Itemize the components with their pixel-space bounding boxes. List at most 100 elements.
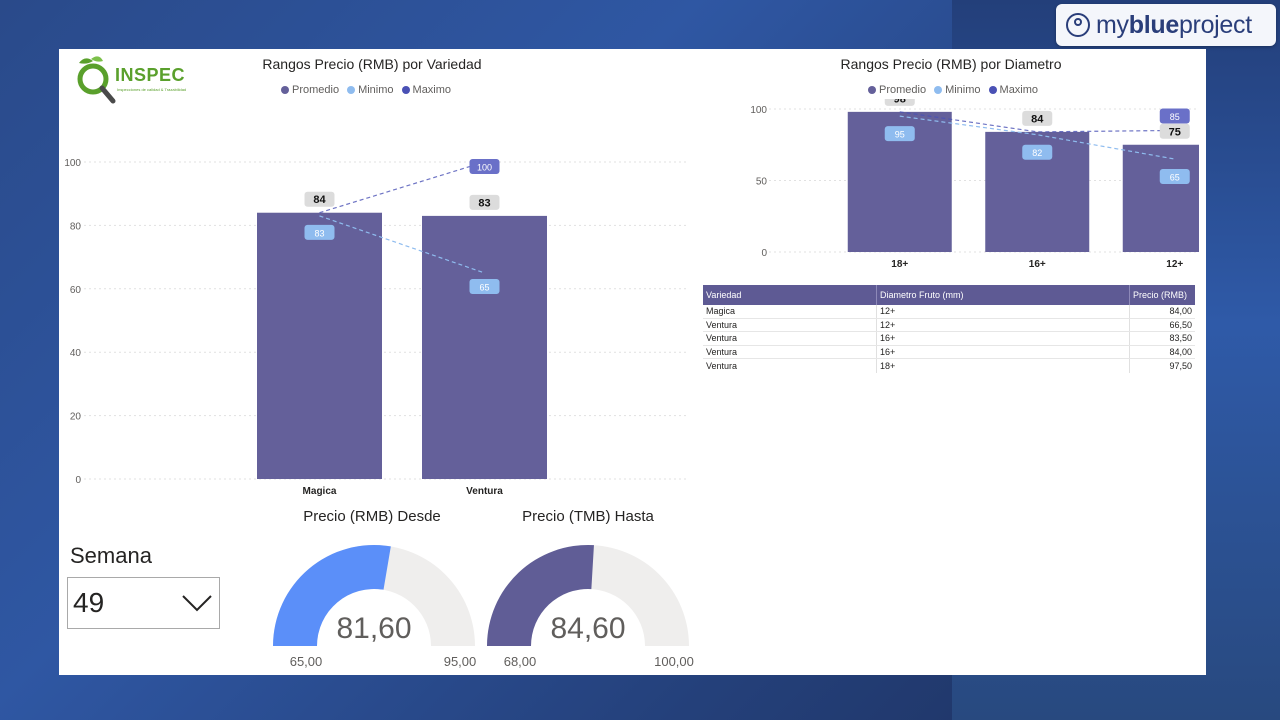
y-tick-label: 40: [70, 348, 82, 359]
series-line-minimo: [319, 215, 485, 274]
data-label-minimo-bg: [469, 278, 500, 294]
chart-variedad[interactable]: 0 20 40 60 80 100 Magica Ventura 84 83 83 65 100: [59, 99, 699, 504]
logo-name: INSPEC: [115, 65, 186, 85]
cell-diametro: 16+: [877, 332, 1130, 345]
legend-minimo[interactable]: Minimo: [347, 84, 394, 96]
data-label-promedio-bg: [469, 194, 500, 210]
cell-precio: 83,50: [1169, 333, 1192, 344]
report-canvas: INSPEC Inspecciones de calidad & Trazabi…: [59, 49, 1206, 675]
semana-label: Semana: [70, 543, 152, 568]
data-label-promedio: 84: [1031, 113, 1044, 125]
bar-promedio: [1122, 144, 1199, 252]
data-label-minimo: 95: [895, 130, 905, 140]
legend-maximo[interactable]: Maximo: [988, 84, 1038, 96]
y-tick-label: 100: [64, 158, 81, 169]
data-label-minimo-bg: [1159, 169, 1190, 185]
precio-table: Variedad Diametro Fruto (mm) Precio (RMB…: [703, 285, 1195, 373]
cell-diametro: 12+: [877, 318, 1130, 331]
brand-logo: myblueproject: [1056, 4, 1276, 46]
chart-diametro-title: Rangos Precio (RMB) por Diametro: [840, 56, 1062, 72]
blueberry-icon: [1066, 13, 1090, 37]
data-label-promedio-bg: [304, 191, 335, 207]
x-tick-label: Ventura: [466, 486, 503, 497]
cell-diametro: 12+: [877, 305, 1130, 318]
data-label-minimo-bg: [304, 224, 335, 240]
data-label-promedio-bg: [1022, 110, 1053, 126]
semana-value: 49: [73, 587, 105, 618]
logo-tagline: Inspecciones de calidad & Trazabilidad: [117, 87, 187, 92]
semana-dropdown[interactable]: 49: [67, 577, 220, 629]
gauge-hasta[interactable]: 84,60 68,00 100,00: [478, 539, 698, 669]
header-diametro[interactable]: Diametro Fruto (mm): [877, 285, 1130, 305]
gauge-desde-title: Precio (RMB) Desde: [303, 508, 441, 525]
y-tick-label: 60: [70, 285, 82, 296]
x-tick-label: 16+: [1029, 259, 1046, 270]
data-label-promedio: 84: [313, 194, 326, 206]
table-row: Ventura 12+ 66,50: [703, 318, 1195, 332]
bar-promedio: [422, 215, 547, 479]
header-precio[interactable]: Precio (RMB): [1133, 290, 1188, 300]
gauge-value: 81,60: [336, 612, 411, 645]
data-label-promedio-bg: [1159, 123, 1190, 139]
y-tick-label: 0: [75, 475, 81, 486]
gauge-hasta-title: Precio (TMB) Hasta: [522, 508, 654, 525]
y-tick-label: 50: [756, 177, 768, 188]
gauge-fill: [487, 545, 594, 646]
table-row: Ventura 16+ 83,50: [703, 332, 1195, 346]
data-label-promedio: 98: [894, 99, 906, 105]
cell-variedad: Ventura: [703, 332, 877, 345]
chart-diametro-legend[interactable]: Promedio Minimo Maximo: [868, 84, 1038, 96]
legend-minimo[interactable]: Minimo: [934, 84, 981, 96]
x-tick-label: Magica: [303, 486, 337, 497]
cell-precio: 66,50: [1169, 319, 1192, 330]
y-tick-label: 20: [70, 412, 82, 423]
data-label-minimo-bg: [884, 126, 915, 142]
gauge-fill: [273, 545, 391, 646]
chart-variedad-title: Rangos Precio (RMB) por Variedad: [262, 56, 482, 72]
cell-precio: 84,00: [1169, 346, 1192, 357]
gauge-min-label: 68,00: [504, 654, 537, 669]
cell-variedad: Ventura: [703, 359, 877, 373]
y-tick-label: 0: [761, 248, 767, 259]
table-row: Ventura 16+ 84,00: [703, 345, 1195, 359]
table-row: Ventura 18+ 97,50: [703, 359, 1195, 373]
bar-promedio: [257, 212, 382, 479]
x-tick-label: 18+: [891, 259, 908, 270]
data-label-minimo: 82: [1032, 148, 1042, 158]
y-tick-label: 80: [70, 221, 82, 232]
brand-name: myblueproject: [1096, 10, 1252, 39]
series-line-maximo: [319, 161, 485, 214]
table-row: Magica 12+ 84,00: [703, 305, 1195, 319]
gauge-max-label: 100,00: [654, 654, 694, 669]
data-label-minimo: 65: [1170, 173, 1180, 183]
data-label-minimo: 65: [479, 282, 489, 292]
data-label-maximo: 85: [1170, 112, 1180, 122]
cell-diametro: 16+: [877, 345, 1130, 358]
series-line-minimo: [899, 115, 1175, 160]
data-label-minimo: 83: [314, 228, 324, 238]
inspec-logo: INSPEC Inspecciones de calidad & Trazabi…: [69, 53, 186, 105]
magnifier-icon: [77, 56, 116, 104]
legend-maximo[interactable]: Maximo: [401, 84, 451, 96]
data-label-promedio: 75: [1169, 126, 1181, 138]
gauge-min-label: 65,00: [290, 654, 323, 669]
header-variedad[interactable]: Variedad: [703, 285, 877, 305]
cell-variedad: Ventura: [703, 345, 877, 358]
data-label-minimo-bg: [1022, 144, 1053, 160]
gauge-max-label: 95,00: [444, 654, 477, 669]
cell-precio: 84,00: [1169, 306, 1192, 317]
y-tick-label: 100: [750, 105, 767, 116]
chart-variedad-legend[interactable]: Promedio Minimo Maximo: [281, 84, 451, 96]
legend-promedio[interactable]: Promedio: [281, 84, 339, 96]
data-label-maximo-bg: [1159, 108, 1190, 124]
gauge-value: 84,60: [550, 612, 625, 645]
legend-promedio[interactable]: Promedio: [868, 84, 926, 96]
chart-diametro[interactable]: 0 50 100 18+ 16+ 12+ 98 95 84 82 75 65 85: [679, 99, 1199, 279]
gauge-desde[interactable]: 81,60 65,00 95,00: [264, 539, 484, 669]
x-tick-label: 12+: [1166, 259, 1183, 270]
data-label-promedio: 83: [478, 197, 490, 209]
cell-diametro: 18+: [877, 359, 1130, 373]
cell-precio: 97,50: [1169, 360, 1192, 371]
data-label-maximo: 100: [477, 163, 492, 173]
table-header: Variedad Diametro Fruto (mm) Precio (RMB…: [703, 285, 1195, 305]
